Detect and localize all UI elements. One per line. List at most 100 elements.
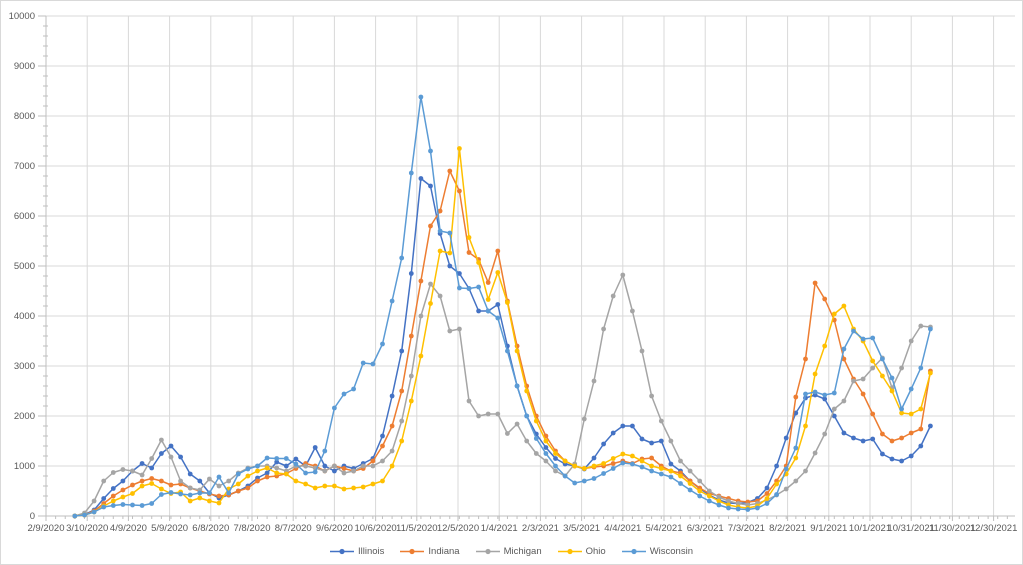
legend-label: Wisconsin (649, 545, 693, 557)
data-point-marker (697, 493, 703, 499)
data-point-marker (322, 468, 328, 474)
data-point-marker (706, 498, 712, 504)
data-point-marker (389, 448, 395, 454)
data-point-marker (255, 478, 260, 484)
data-point-marker (841, 303, 847, 309)
data-point-marker (880, 431, 885, 437)
data-point-marker (841, 430, 847, 436)
data-point-marker (274, 459, 280, 465)
data-point-marker (389, 423, 395, 429)
data-point-marker (581, 416, 587, 422)
data-point-marker (197, 490, 203, 496)
data-point-marker (803, 356, 808, 362)
data-point-marker (630, 423, 635, 429)
data-point-marker (658, 438, 664, 444)
data-point-marker (889, 438, 895, 444)
data-point-marker (389, 393, 395, 399)
data-point-marker (774, 463, 779, 469)
data-point-marker (110, 493, 116, 499)
data-point-marker (774, 481, 779, 487)
data-point-marker (755, 505, 760, 511)
data-point-marker (312, 445, 318, 450)
data-point-marker (908, 411, 914, 417)
data-point-marker (658, 471, 664, 477)
data-point-marker (149, 481, 155, 486)
data-point-marker (187, 485, 193, 491)
data-point-marker (687, 468, 693, 474)
data-point-marker (591, 455, 597, 461)
data-point-marker (793, 478, 799, 484)
legend-item-wisconsin[interactable]: Wisconsin (621, 545, 693, 557)
legend-item-indiana[interactable]: Indiana (400, 546, 460, 557)
data-point-marker (812, 389, 818, 395)
data-point-marker (726, 505, 731, 511)
data-point-marker (351, 468, 356, 474)
data-point-marker (649, 440, 654, 446)
data-point-marker (380, 443, 385, 449)
legend-item-illinois[interactable]: Illinois (330, 546, 384, 557)
x-axis-tick-label: 6/3/2021 (687, 523, 724, 534)
data-point-marker (245, 466, 251, 472)
data-point-marker (764, 501, 770, 506)
data-point-marker (207, 490, 212, 496)
data-point-marker (524, 413, 530, 419)
data-point-marker (783, 435, 789, 441)
data-point-marker (399, 388, 405, 394)
data-point-marker (543, 445, 549, 450)
data-point-marker (332, 483, 337, 489)
series-ohio[interactable] (72, 146, 933, 519)
data-point-marker (485, 411, 491, 417)
data-point-marker (428, 183, 433, 189)
data-point-marker (639, 458, 645, 464)
data-point-marker (216, 483, 222, 489)
data-point-marker (370, 481, 376, 487)
legend-item-michigan[interactable]: Michigan (475, 546, 542, 557)
data-point-marker (264, 474, 270, 480)
legend-item-ohio[interactable]: Ohio (557, 546, 606, 557)
data-point-marker (408, 170, 414, 176)
data-point-marker (139, 461, 145, 466)
data-point-marker (120, 502, 126, 507)
data-point-marker (159, 437, 164, 443)
data-point-marker (408, 271, 414, 276)
data-point-marker (274, 465, 280, 471)
data-point-marker (322, 448, 328, 454)
x-axis-tick-label: 3/5/2021 (563, 523, 600, 534)
data-point-marker (841, 346, 847, 352)
data-point-marker (437, 293, 443, 299)
data-point-marker (706, 493, 712, 499)
data-point-marker (716, 498, 722, 504)
data-point-marker (543, 438, 549, 444)
series-wisconsin[interactable] (72, 94, 933, 519)
data-point-marker (139, 483, 145, 489)
data-point-marker (610, 293, 616, 299)
data-point-marker (428, 281, 433, 287)
data-point-marker (178, 454, 184, 460)
x-axis-tick-label: 10/1/2021 (849, 523, 891, 534)
series-michigan[interactable] (72, 272, 933, 519)
data-point-marker (870, 335, 876, 341)
data-point-marker (880, 373, 885, 379)
data-point-marker (216, 500, 222, 506)
data-point-marker (226, 490, 232, 496)
data-point-marker (870, 358, 876, 364)
x-axis-tick-label: 9/6/2020 (316, 523, 353, 534)
data-point-marker (822, 431, 828, 437)
tick-marks (38, 15, 1008, 521)
data-point-marker (524, 388, 530, 394)
data-point-marker (918, 426, 924, 432)
series-illinois[interactable] (72, 176, 933, 519)
data-point-marker (303, 463, 308, 469)
data-point-marker (466, 286, 472, 291)
data-point-marker (332, 405, 337, 411)
y-axis-tick-label: 0 (30, 511, 35, 522)
data-point-marker (149, 501, 155, 506)
data-point-marker (380, 341, 385, 347)
data-point-marker (870, 365, 876, 371)
data-point-marker (226, 478, 232, 484)
data-point-marker (447, 263, 453, 269)
data-point-marker (783, 486, 789, 492)
data-point-marker (812, 450, 818, 456)
data-point-marker (899, 410, 904, 416)
